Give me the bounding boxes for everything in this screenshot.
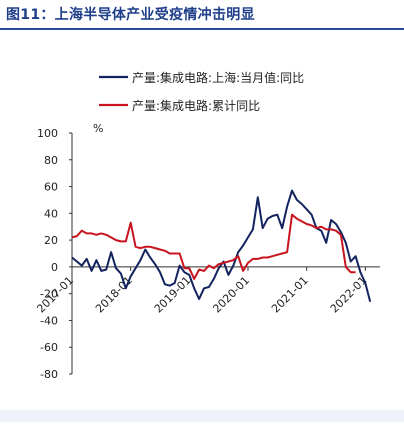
x-tick-label: 2021-01 (269, 274, 311, 316)
chart-container: 产量:集成电路:上海:当月值:同比 产量:集成电路:累计同比% 100 80 60 40 2… (0, 30, 404, 422)
series-line-2 (71, 213, 356, 280)
footer-band (0, 410, 404, 422)
x-tick-label: 2019-01 (152, 274, 194, 316)
title-divider (0, 28, 404, 30)
series-line-1 (71, 189, 372, 302)
y-tick-label: -60 (40, 341, 58, 354)
y-tick-label: 20 (44, 234, 58, 247)
x-tick-label: 2020-01 (210, 274, 252, 316)
y-tick-label: 40 (44, 207, 58, 220)
y-tick-label: -80 (40, 368, 58, 381)
legend-label-1: 产量:集成电路:上海:当月值:同比 (132, 70, 304, 85)
legend-label-2: 产量:集成电路:累计同比 (132, 98, 260, 113)
y-tick-label: -40 (40, 314, 58, 327)
y-tick-label: 100 (37, 127, 58, 140)
y-tick-label: 0 (51, 261, 58, 274)
y-tick-label: -20 (40, 288, 58, 301)
figure-title: 图11：上海半导体产业受疫情冲击明显 (6, 7, 255, 23)
y-tick-label: 80 (44, 154, 58, 167)
y-tick-label: 60 (44, 181, 58, 194)
y-axis-unit-label: % (93, 122, 103, 135)
